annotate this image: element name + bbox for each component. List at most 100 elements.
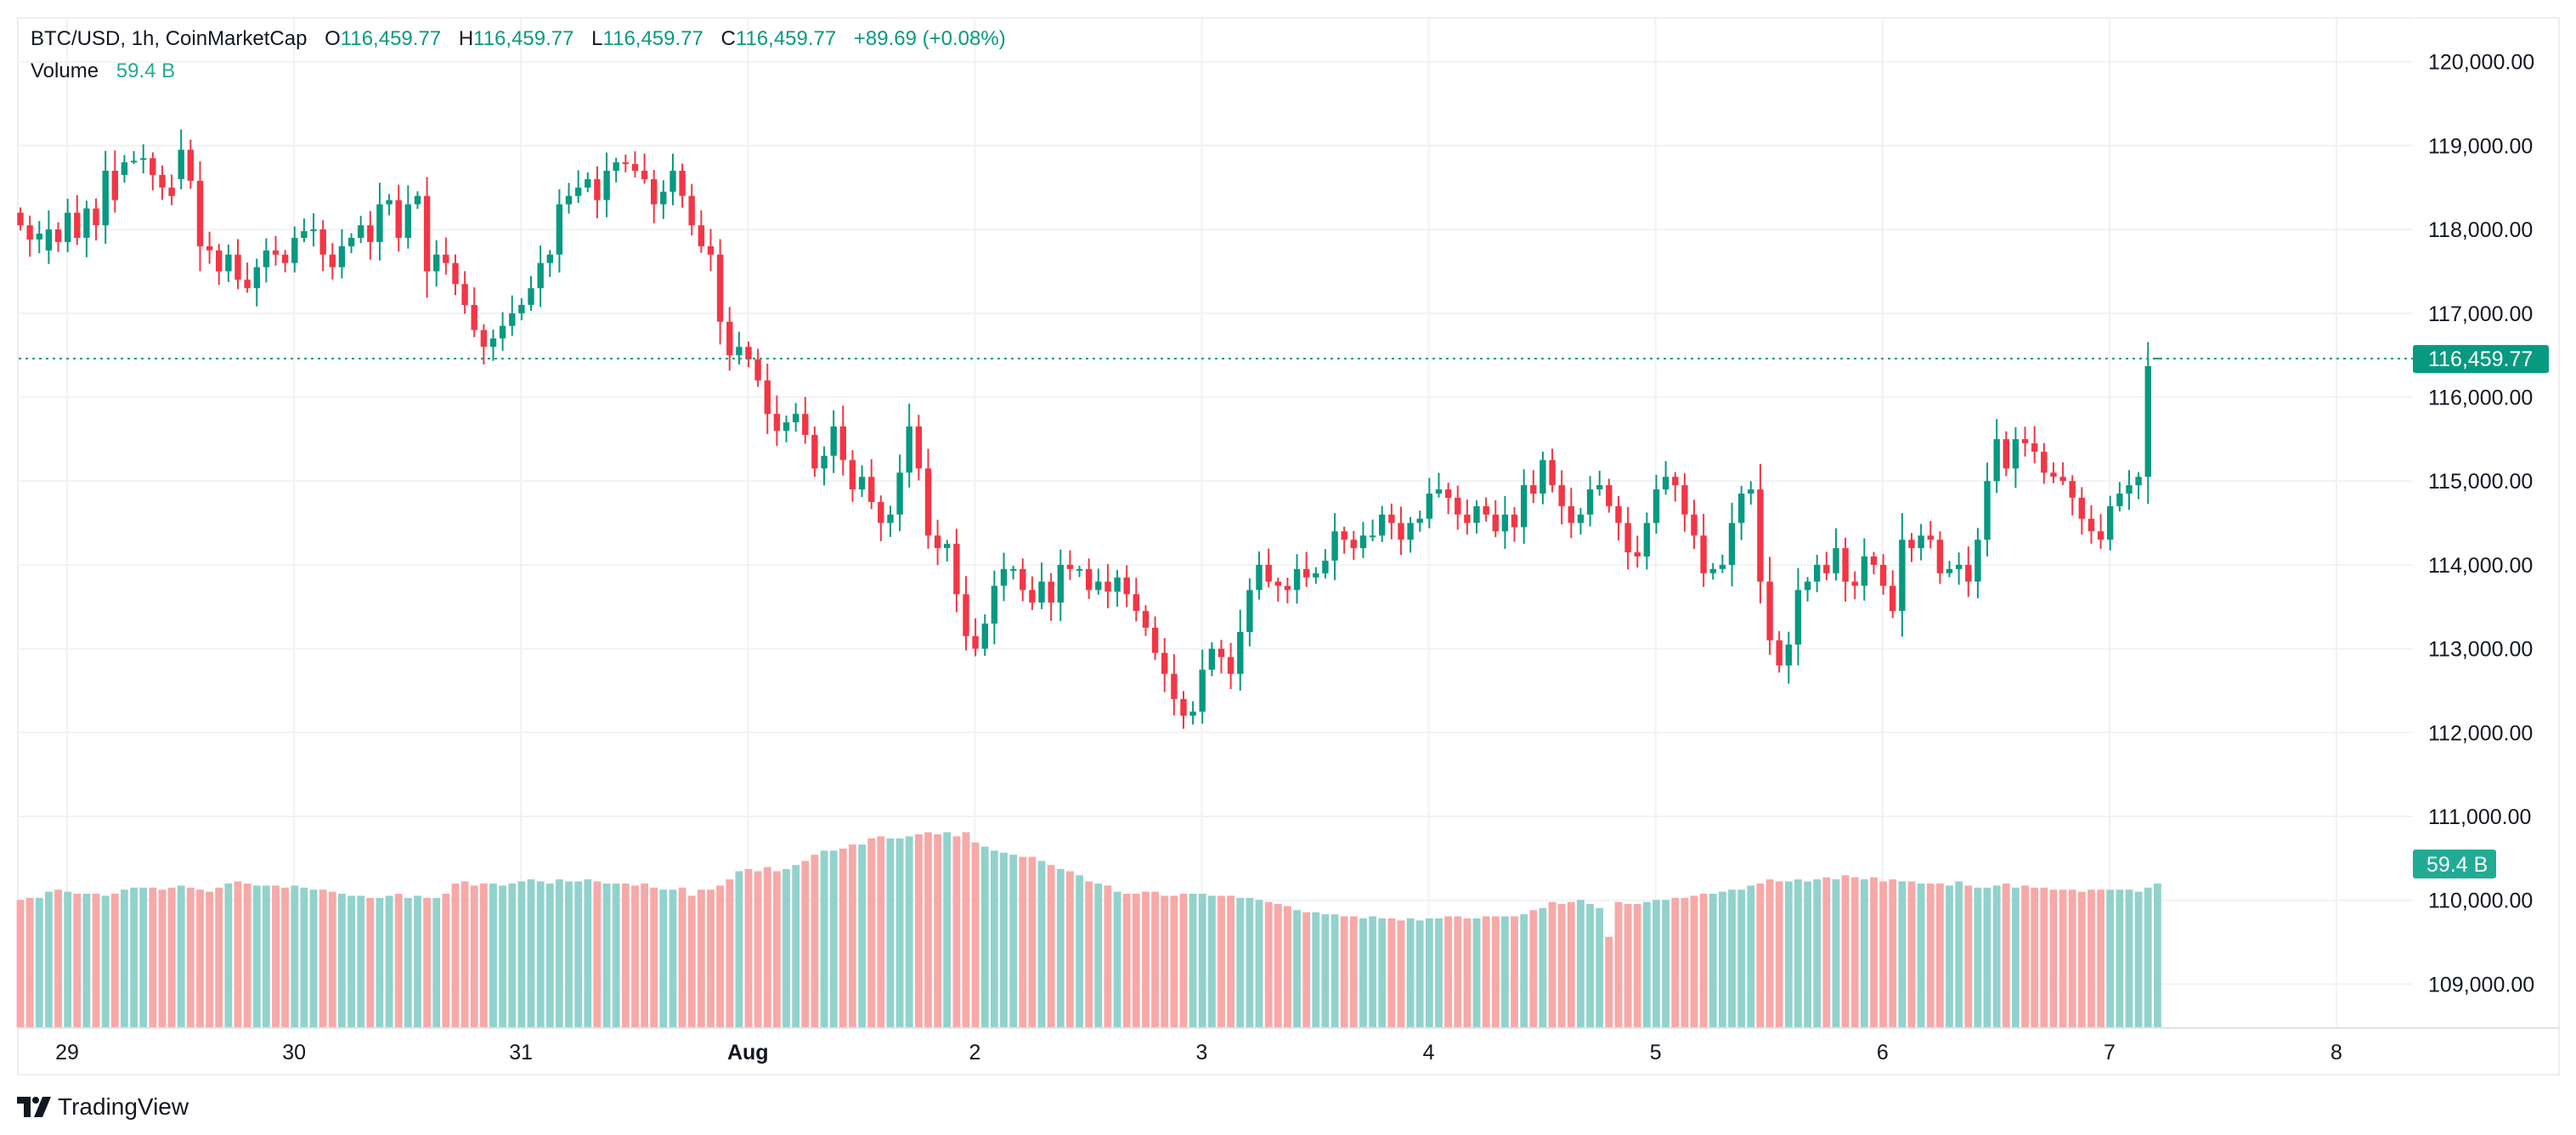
grid-lines: [19, 19, 2413, 1027]
ohlc-legend: BTC/USD, 1h, CoinMarketCap O116,459.77 H…: [31, 27, 1006, 51]
candle-body: [206, 246, 213, 251]
candle-body: [1227, 657, 1234, 675]
candle: [159, 165, 166, 200]
volume-bar: [895, 838, 904, 1027]
volume-bar: [1482, 916, 1490, 1027]
volume-bar: [1605, 936, 1613, 1027]
candle: [858, 465, 866, 497]
candle-body: [2069, 481, 2076, 498]
change-value: +89.69 (+0.08%): [853, 27, 1006, 50]
candle: [1842, 537, 1849, 602]
candle-body: [291, 238, 298, 263]
low-value: 116,459.77: [602, 27, 703, 50]
volume-bar: [1321, 914, 1330, 1027]
candle: [1890, 570, 1896, 618]
candle-body: [896, 472, 903, 515]
candle: [1814, 555, 1821, 593]
candle: [2078, 487, 2085, 535]
volume-bar: [867, 838, 876, 1027]
volume-bar: [1330, 914, 1339, 1027]
volume-bar: [1652, 900, 1660, 1027]
candle-body: [1483, 505, 1489, 515]
volume-bar: [631, 885, 639, 1027]
volume-bar: [1841, 875, 1850, 1027]
candle-body: [1142, 611, 1150, 628]
volume-bar: [602, 884, 611, 1028]
candle: [1057, 549, 1064, 621]
volume-bar: [121, 889, 128, 1027]
candle: [489, 330, 497, 361]
candle-body: [1171, 674, 1178, 699]
candle-body: [1956, 564, 1963, 569]
candle: [54, 222, 62, 252]
candle: [944, 539, 951, 562]
candle-body: [168, 187, 175, 196]
candle-body: [1246, 590, 1253, 632]
volume-bar: [1406, 918, 1415, 1027]
volume-bar: [943, 832, 952, 1027]
volume-bar: [574, 881, 583, 1027]
volume-bar: [1472, 918, 1481, 1027]
volume-bar: [1709, 894, 1717, 1027]
candle: [1700, 513, 1707, 587]
symbol-title[interactable]: BTC/USD, 1h, CoinMarketCap: [31, 27, 308, 50]
candle: [707, 229, 715, 271]
volume-bar: [792, 865, 800, 1027]
tradingview-logo[interactable]: TradingView: [17, 1093, 189, 1121]
candle: [367, 211, 374, 260]
candle-body: [811, 434, 818, 469]
volume-bar: [1369, 916, 1376, 1027]
candle-body: [1000, 568, 1008, 586]
candle: [2116, 482, 2123, 511]
price-tick-label: 119,000.00: [2428, 134, 2533, 158]
price-axis[interactable]: 120,000.00 119,000.00 118,000.00 117,000.00…: [2428, 51, 2534, 997]
candle: [111, 150, 118, 213]
volume-tag: 59.4 B: [2413, 850, 2496, 878]
volume-bar: [517, 881, 526, 1027]
volume-bar: [1236, 897, 1245, 1027]
volume-bar: [2087, 889, 2095, 1027]
candle-body: [319, 229, 326, 255]
candle: [1048, 573, 1054, 621]
volume-bar: [319, 889, 327, 1027]
candle: [1464, 499, 1471, 535]
volume-bar: [460, 881, 469, 1027]
volume-bar: [716, 885, 724, 1027]
candle: [244, 263, 251, 293]
time-axis[interactable]: 29 30 31 Aug 2 3 4 5 6 7 8: [55, 1041, 2342, 1064]
volume-bar: [1728, 889, 1736, 1027]
candle-body: [2126, 485, 2133, 494]
volume-bar: [376, 897, 384, 1027]
candle: [1151, 616, 1159, 660]
candle-body: [1388, 514, 1395, 523]
candle-body: [244, 280, 251, 289]
candle-body: [2059, 477, 2066, 482]
volume-bar: [1000, 852, 1008, 1027]
candle: [1265, 548, 1272, 588]
candle: [1851, 571, 1858, 600]
volume-bar: [64, 891, 72, 1027]
candle: [528, 275, 534, 311]
candle-body: [1217, 648, 1225, 658]
volume-bar: [698, 889, 705, 1027]
volume-bar: [1850, 877, 1859, 1027]
candle: [1284, 578, 1291, 604]
time-tick-label: 30: [282, 1041, 306, 1064]
candle: [1388, 503, 1395, 539]
last-price-tag: 116,459.77: [2413, 345, 2549, 374]
candle-body: [1814, 564, 1821, 582]
volume-bar: [2106, 889, 2115, 1027]
candle-body: [782, 422, 790, 431]
volume-bar: [1879, 881, 1887, 1027]
candle-body: [736, 347, 743, 356]
candle-body: [764, 380, 771, 415]
candle: [896, 455, 903, 532]
candle: [2059, 462, 2066, 485]
candle: [1748, 481, 1754, 505]
candle: [839, 405, 846, 476]
candle-body: [272, 250, 280, 255]
volume-bar: [1775, 881, 1783, 1027]
volume-label[interactable]: Volume: [31, 59, 99, 82]
candle-body: [130, 161, 138, 163]
